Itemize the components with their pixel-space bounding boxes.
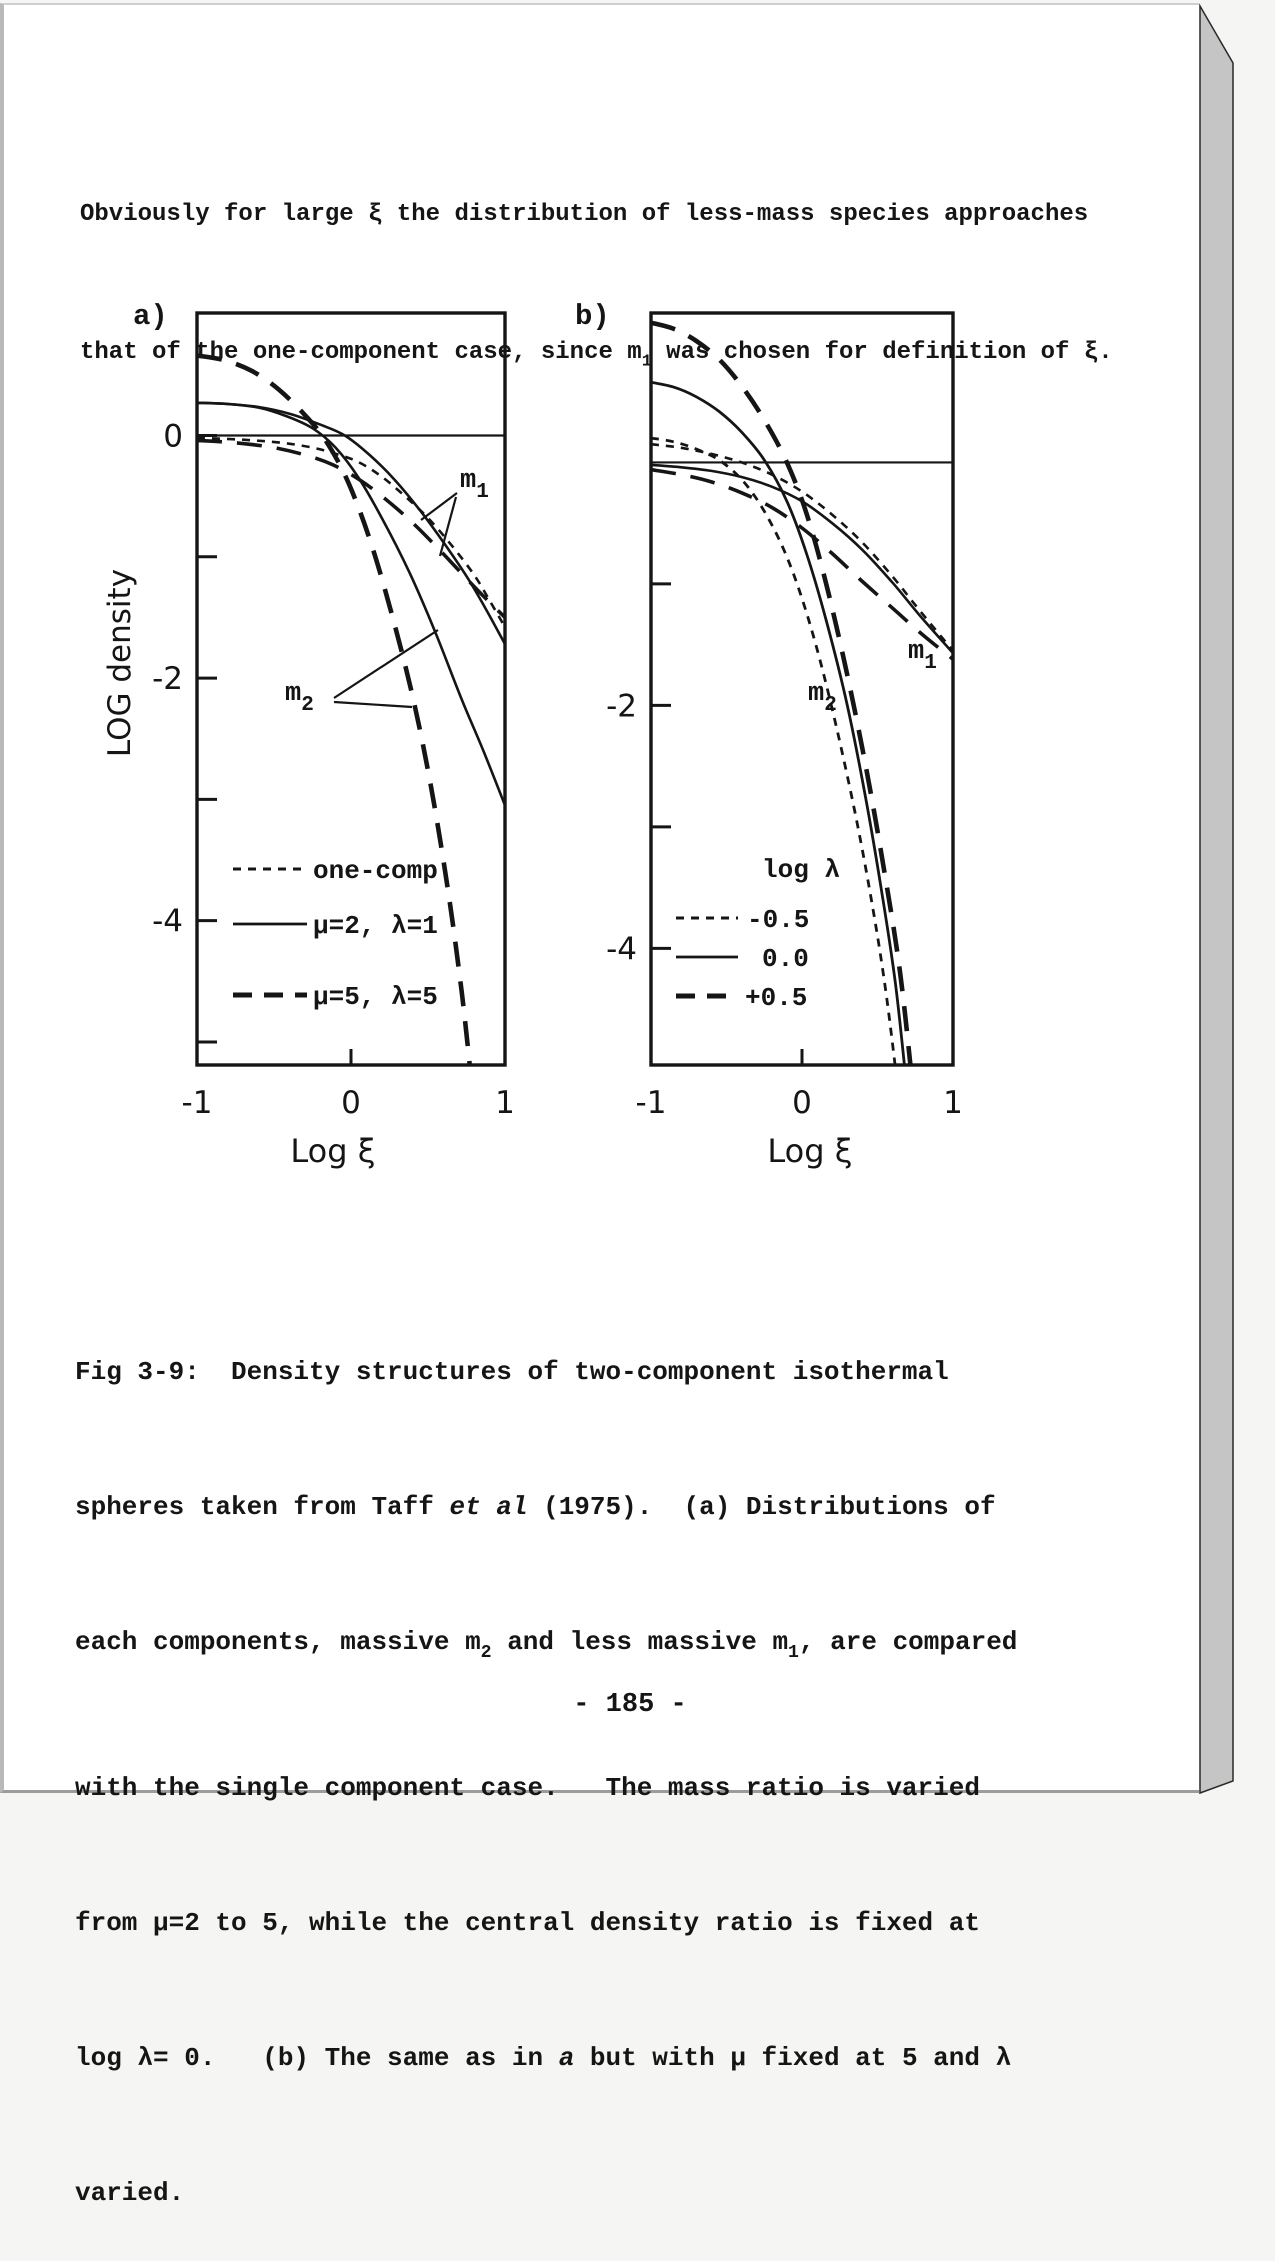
y-tick-label: -4 bbox=[152, 904, 183, 940]
text-segment: , are compared bbox=[798, 1627, 1018, 1657]
legend-label: one-comp bbox=[313, 856, 438, 886]
annotation-pointer bbox=[333, 629, 439, 699]
text-segment: each components, massive m bbox=[75, 1627, 481, 1657]
intro-paragraph: Obviously for large ξ the distribution o… bbox=[80, 100, 1113, 432]
series-m1-mu-5-lambda-5 bbox=[197, 438, 505, 619]
legend-label: μ=5, λ=5 bbox=[313, 982, 438, 1012]
page-curl-edge bbox=[1199, 3, 1234, 1795]
panel-label: a) bbox=[133, 300, 168, 333]
x-axis-title: Log ξ bbox=[290, 1132, 375, 1170]
annotation-pointer bbox=[438, 496, 458, 557]
text-segment: but with μ fixed at 5 and λ bbox=[574, 2043, 1012, 2074]
legend-label: 0.0 bbox=[762, 944, 809, 974]
text-segment: 2 bbox=[480, 1643, 492, 1664]
caption-line: varied. bbox=[75, 2171, 1017, 2216]
page-number: - 185 - bbox=[573, 1690, 687, 1720]
page-edge-graphic bbox=[1199, 3, 1234, 1795]
text-segment: Fig 3-9: Density structures of two-compo… bbox=[75, 1357, 949, 1387]
series-m2-log-lambda-0.0 bbox=[651, 380, 906, 1065]
panel-label: b) bbox=[575, 300, 610, 333]
text-segment: and less massive m bbox=[491, 1627, 789, 1657]
text-segment: a bbox=[558, 2043, 575, 2074]
annotation-pointer bbox=[333, 700, 413, 709]
legend-title: log λ bbox=[762, 855, 840, 885]
text-segment: log λ= 0. (b) The same as in bbox=[75, 2043, 559, 2074]
text-segment: spheres taken from Taff bbox=[75, 1492, 450, 1522]
y-tick-label: 0 bbox=[163, 419, 183, 455]
caption-line: each components, massive m2 and less mas… bbox=[75, 1620, 1017, 1676]
text-segment: 1 bbox=[641, 352, 652, 372]
annotation-pointer bbox=[420, 492, 458, 521]
intro-line: Obviously for large ξ the distribution o… bbox=[80, 192, 1113, 238]
x-tick-label: 0 bbox=[792, 1085, 812, 1121]
x-tick-label: 1 bbox=[495, 1085, 515, 1121]
intro-line: that of the one-component case, since m1… bbox=[80, 330, 1113, 386]
caption-line: with the single component case. The mass… bbox=[75, 1766, 1017, 1811]
caption-line: Fig 3-9: Density structures of two-compo… bbox=[75, 1350, 1017, 1395]
text-segment: from μ=2 to 5, while the central density… bbox=[75, 1908, 980, 1939]
x-tick-label: 0 bbox=[341, 1085, 361, 1121]
scanned-page bbox=[0, 3, 1199, 1793]
y-tick-label: -2 bbox=[152, 661, 183, 697]
caption-line: spheres taken from Taff et al (1975). (a… bbox=[75, 1485, 1017, 1530]
text-segment: that of the one-component case, since m bbox=[80, 339, 642, 366]
series-m1-log-lambda-0.0 bbox=[651, 463, 953, 655]
legend-label: -0.5 bbox=[747, 905, 809, 935]
caption-line: from μ=2 to 5, while the central density… bbox=[75, 1901, 1017, 1946]
y-tick-label: -2 bbox=[606, 688, 637, 724]
y-axis-title: LOG density bbox=[102, 569, 138, 757]
text-segment: varied. bbox=[75, 2178, 185, 2209]
text-segment: Obviously for large ξ the distribution o… bbox=[80, 201, 1089, 228]
series-m1-log-lambda-+0.5 bbox=[651, 467, 953, 661]
caption-line: log λ= 0. (b) The same as in a but with … bbox=[75, 2036, 1017, 2081]
legend-label: μ=2, λ=1 bbox=[313, 911, 438, 941]
x-tick-label: -1 bbox=[636, 1085, 667, 1121]
text-segment: et al bbox=[449, 1492, 528, 1522]
y-tick-label: -4 bbox=[606, 931, 637, 967]
x-axis-title: Log ξ bbox=[767, 1132, 852, 1170]
legend-label: +0.5 bbox=[745, 983, 807, 1013]
text-segment: 1 bbox=[788, 1643, 799, 1664]
series-m2-log-lambda-+0.5 bbox=[651, 320, 913, 1065]
figure-3-9: 0 -2 -4 -1 0 1 Log ξ LOG density a) one-comp μ=2, … bbox=[102, 300, 963, 1170]
text-segment: with the single component case. The mass… bbox=[75, 1773, 980, 1804]
x-tick-label: -1 bbox=[182, 1085, 213, 1121]
x-tick-label: 1 bbox=[943, 1085, 963, 1121]
text-segment: (1975). (a) Distributions of bbox=[527, 1492, 996, 1522]
series-m1-log-lambda--0.5 bbox=[651, 442, 953, 652]
